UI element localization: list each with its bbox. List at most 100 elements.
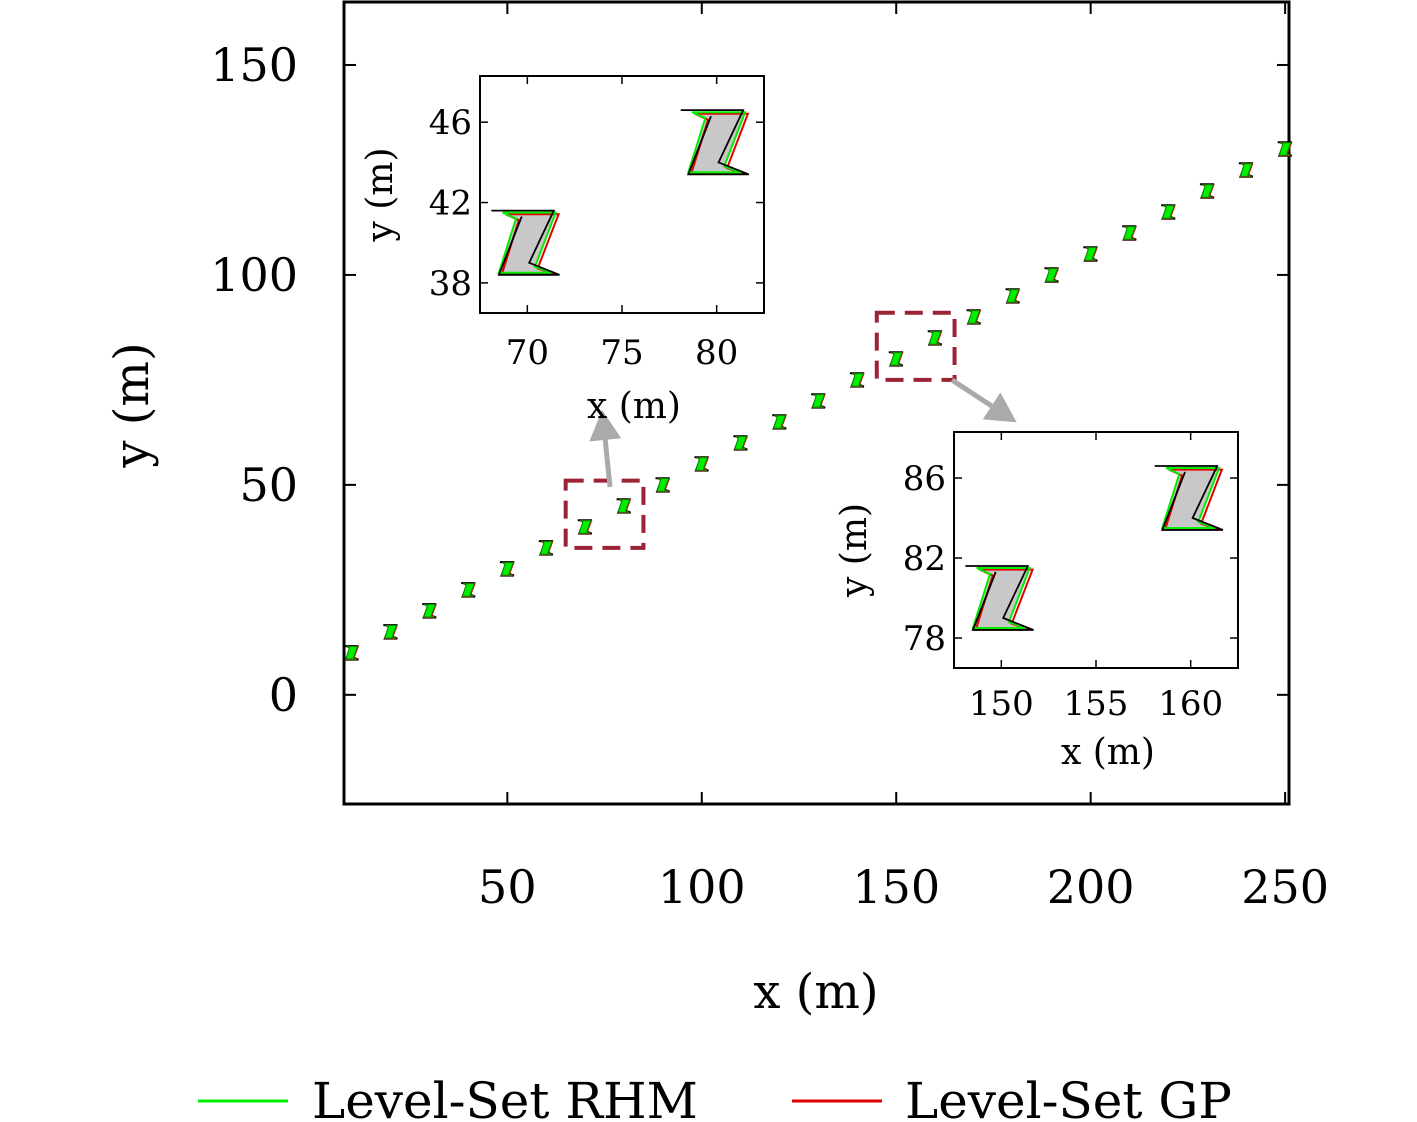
- object-marker: [461, 582, 476, 598]
- main-plot-frame: [342, 0, 1291, 806]
- rhm-estimate-shape: [1045, 268, 1059, 282]
- object-marker: [1005, 288, 1021, 304]
- x-tick-label: 250: [1241, 860, 1329, 914]
- rhm-estimate-shape: [1123, 226, 1137, 240]
- object-marker: [1083, 246, 1098, 262]
- object-marker: [927, 330, 943, 346]
- rhm-estimate-shape: [967, 310, 981, 324]
- ground-truth-contour: [965, 565, 1034, 631]
- rhm-estimate-shape: [695, 457, 709, 471]
- object-marker: [616, 498, 632, 514]
- inset-x-tick-label: 155: [1064, 684, 1129, 724]
- object-marker: [1044, 267, 1060, 283]
- rhm-estimate-shape: [461, 583, 476, 597]
- rhm-estimate-shape: [1084, 247, 1098, 261]
- object-marker: [499, 561, 515, 577]
- legend-label-rhm: Level-Set RHM: [312, 1072, 698, 1122]
- object-marker: [383, 624, 398, 640]
- inset-x-tick-label: 80: [695, 333, 738, 373]
- y-axis-label: y (m): [104, 342, 160, 468]
- inset-y-axis-label: y (m): [834, 503, 875, 598]
- inset-object: [1154, 465, 1224, 531]
- rhm-estimate-contour: [686, 111, 747, 174]
- rhm-estimate-shape: [928, 331, 942, 345]
- inset-x-axis-label: x (m): [1061, 732, 1155, 773]
- legend-label-gp: Level-Set GP: [905, 1072, 1232, 1122]
- object-marker: [694, 456, 710, 472]
- inset-x-tick-label: 150: [969, 684, 1034, 724]
- inset-y-tick-label: 78: [903, 619, 946, 659]
- object-marker: [577, 519, 593, 535]
- legend: Level-Set RHM Level-Set GP: [198, 1072, 1232, 1122]
- object-marker: [538, 540, 554, 556]
- rhm-estimate-shape: [1161, 205, 1176, 219]
- object-marker: [888, 351, 904, 367]
- x-tick-label: 50: [478, 860, 537, 914]
- inset-x-tick-label: 70: [506, 333, 549, 373]
- object-marker: [422, 603, 437, 619]
- rhm-estimate-contour: [971, 567, 1032, 629]
- object-marker: [772, 414, 787, 430]
- inset-y-tick-label: 46: [429, 103, 472, 143]
- inset-object: [491, 209, 561, 276]
- inset-plot-2: 150 155 160 78 82 86 x (m) y (m): [834, 431, 1239, 773]
- x-tick-label: 200: [1047, 860, 1135, 914]
- object-marker: [1277, 141, 1293, 157]
- object-marker: [1238, 162, 1254, 178]
- inset-plot-1: 70 75 80 38 42 46 x (m) y (m): [360, 75, 765, 427]
- main-plot-area: 50 100 150 200 250 0 50 100 150: [210, 0, 1329, 914]
- rhm-estimate-shape: [345, 646, 359, 660]
- ground-truth-contour: [491, 209, 560, 276]
- rhm-estimate-shape: [500, 562, 514, 576]
- object-marker: [966, 309, 982, 325]
- y-tick-label: 50: [239, 458, 298, 512]
- rhm-estimate-shape: [539, 541, 553, 555]
- inset-x-axis-label: x (m): [587, 386, 681, 427]
- object-marker: [1199, 183, 1215, 199]
- y-tick-label: 100: [210, 248, 298, 302]
- inset-y-tick-label: 38: [429, 264, 472, 304]
- y-tick-label: 150: [210, 38, 298, 92]
- rhm-estimate-shape: [889, 352, 903, 366]
- inset-y-tick-label: 42: [429, 184, 472, 224]
- rhm-estimate-contour: [497, 211, 558, 274]
- ground-truth-contour: [680, 109, 750, 176]
- rhm-estimate-shape: [1006, 289, 1020, 303]
- ground-truth-contour: [1154, 465, 1224, 531]
- rhm-estimate-contour: [1160, 467, 1221, 529]
- inset-object: [965, 565, 1035, 631]
- inset-object: [680, 109, 750, 176]
- object-marker: [1161, 204, 1176, 220]
- y-tick-label: 0: [269, 668, 298, 722]
- object-marker: [849, 372, 865, 388]
- rhm-estimate-shape: [850, 373, 864, 387]
- object-marker: [733, 435, 748, 451]
- object-fill: [498, 212, 556, 273]
- rhm-estimate-shape: [1200, 184, 1214, 198]
- x-tick-label: 100: [658, 860, 746, 914]
- zoom-box: [563, 478, 646, 550]
- rhm-estimate-shape: [423, 604, 437, 618]
- zoom-arrow-head: [589, 410, 622, 442]
- x-tick-label: 150: [852, 860, 940, 914]
- rhm-estimate-shape: [617, 499, 631, 513]
- object-marker: [811, 393, 826, 409]
- rhm-estimate-shape: [734, 436, 748, 450]
- inset-x-tick-label: 75: [600, 333, 643, 373]
- rhm-estimate-shape: [656, 478, 670, 492]
- inset-y-tick-label: 82: [903, 539, 946, 579]
- x-axis-label: x (m): [753, 964, 878, 1020]
- inset-y-tick-label: 86: [903, 459, 946, 499]
- rhm-estimate-shape: [578, 520, 592, 534]
- rhm-estimate-shape: [1278, 142, 1292, 156]
- rhm-estimate-shape: [1239, 163, 1253, 177]
- zoom-box: [874, 310, 957, 382]
- object-marker: [655, 477, 671, 493]
- inset-y-axis-label: y (m): [360, 147, 401, 242]
- object-marker: [344, 645, 360, 661]
- rhm-estimate-shape: [811, 394, 826, 408]
- object-fill: [972, 568, 1030, 628]
- zoom-arrow-head: [982, 392, 1017, 423]
- zoom-boxes: [563, 310, 1017, 550]
